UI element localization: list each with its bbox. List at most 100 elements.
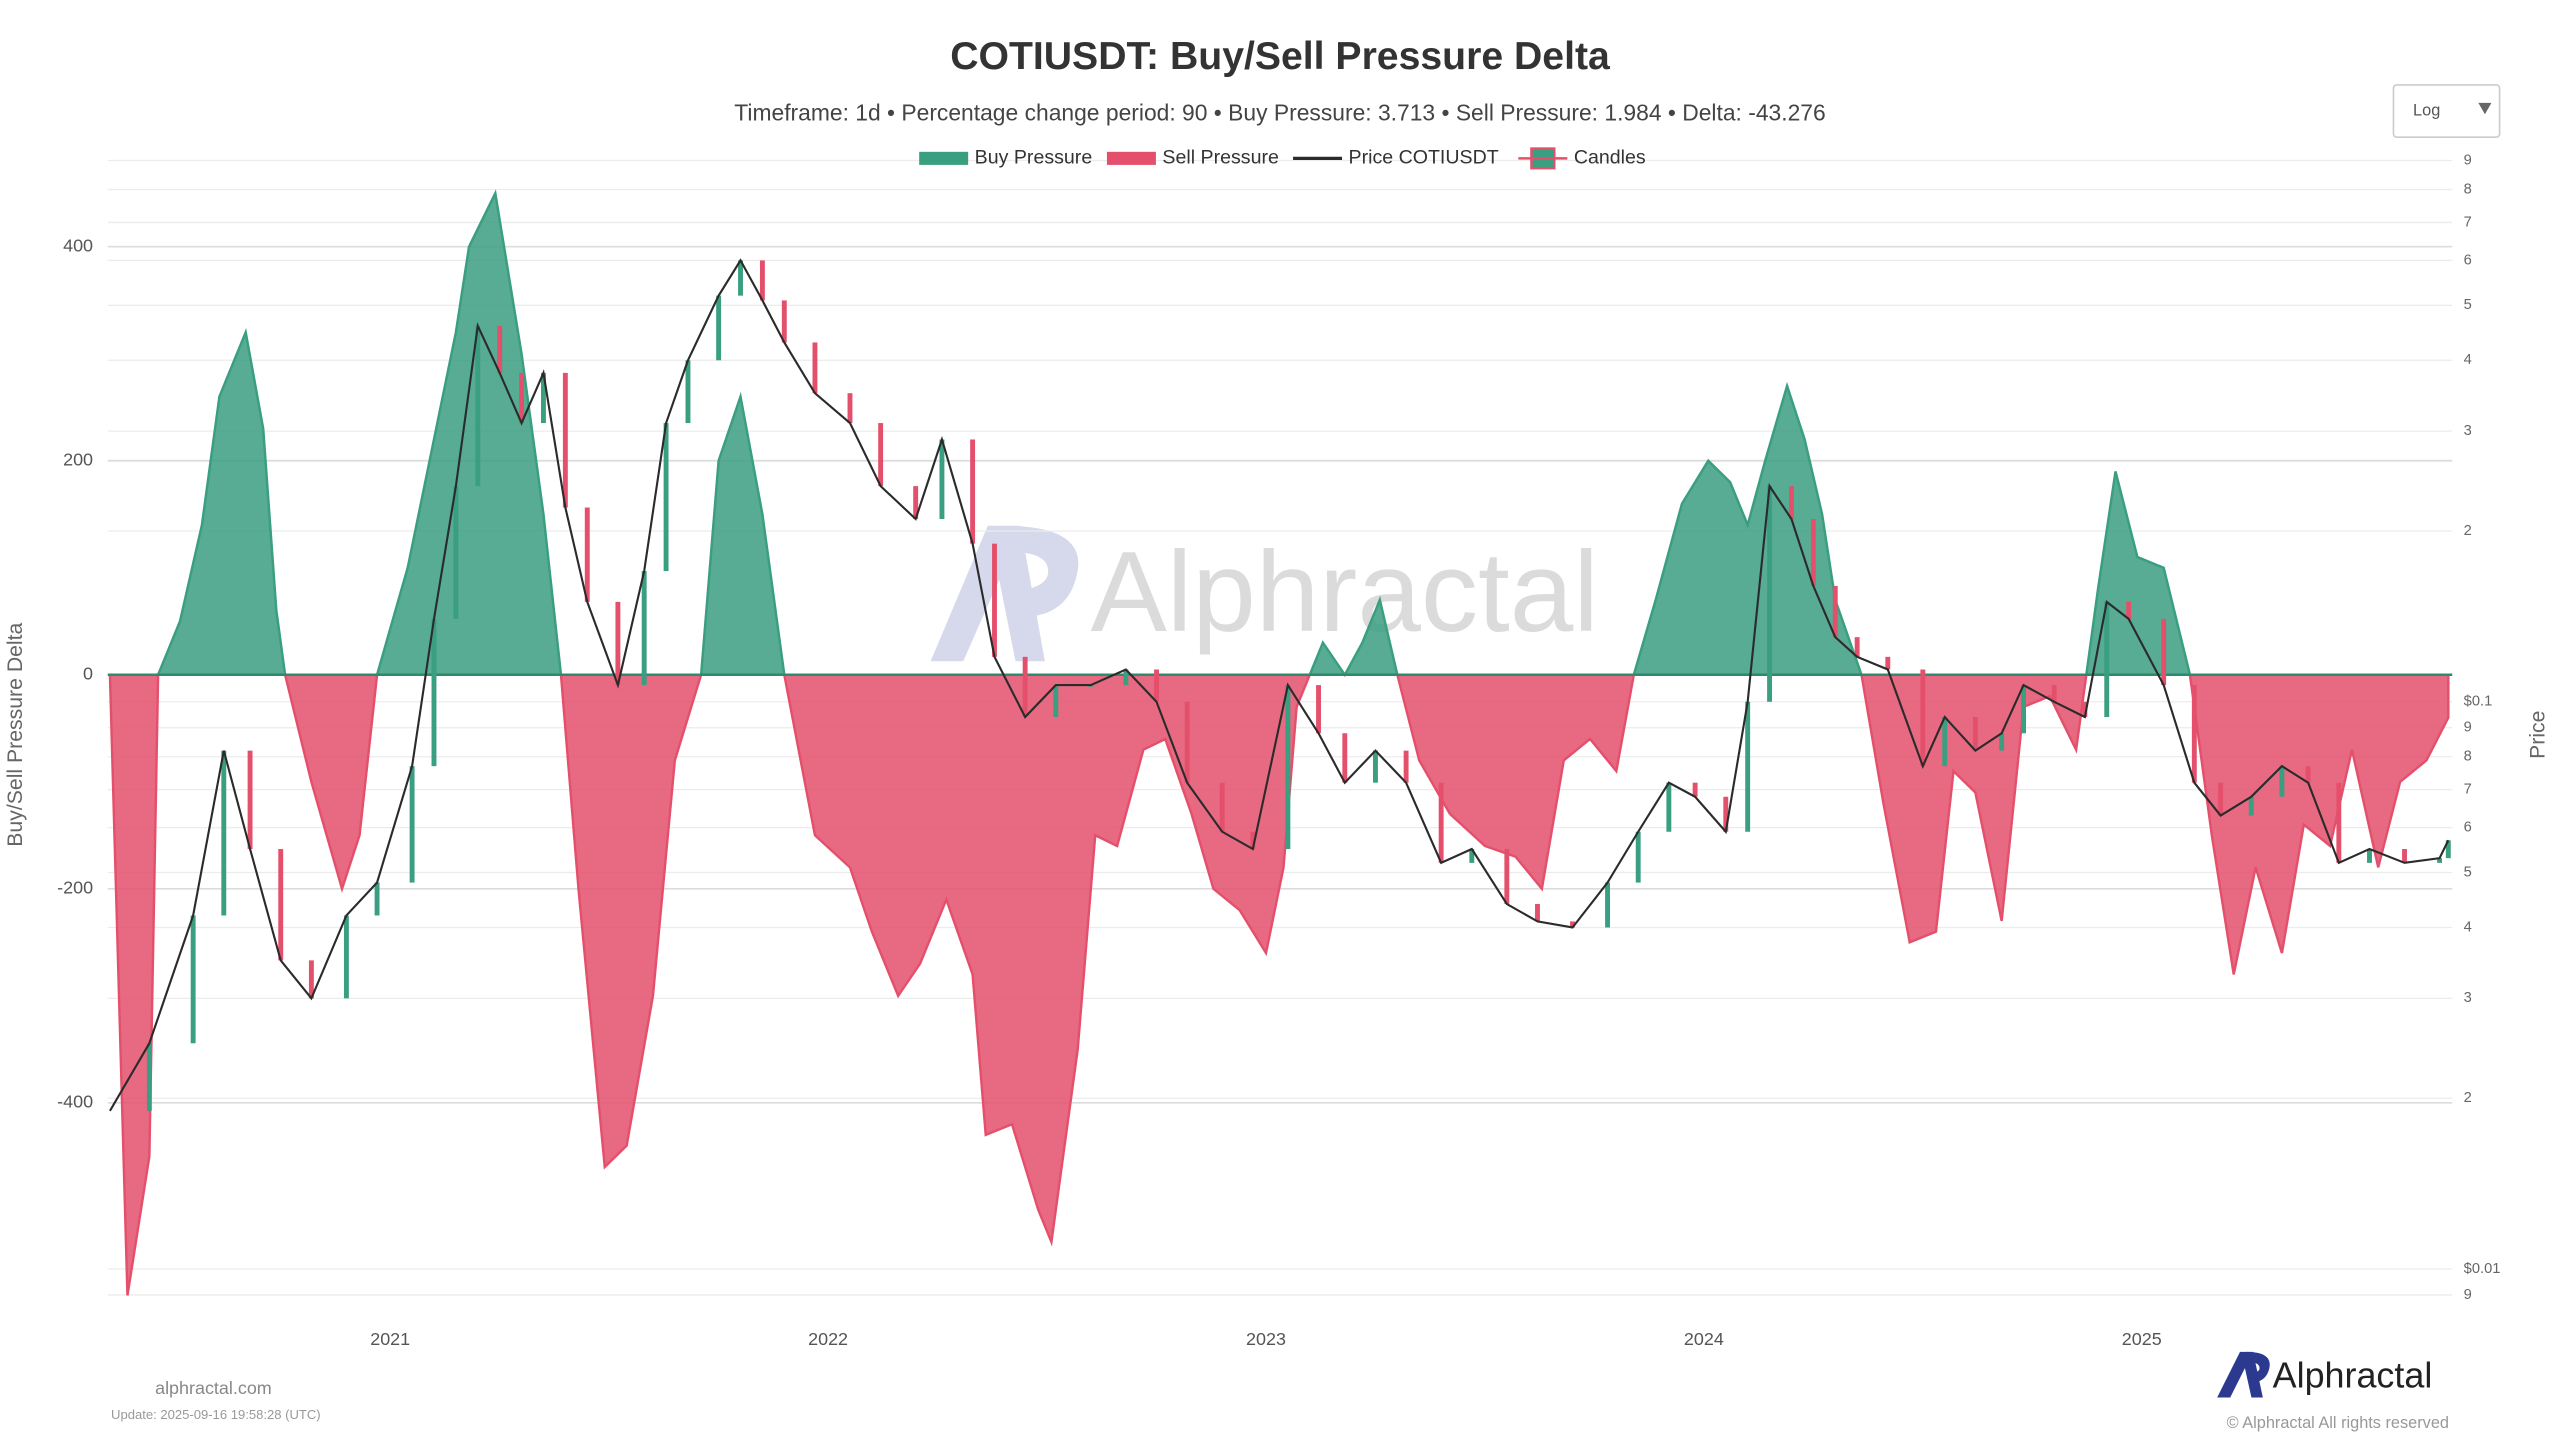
- candle: [1285, 685, 1291, 850]
- price-line: [109, 258, 2450, 1112]
- legend-label: Buy Pressure: [975, 147, 1093, 169]
- candle: [475, 325, 481, 487]
- candle: [247, 750, 253, 850]
- watermark-logo: [1004, 525, 1079, 618]
- candle: [146, 1043, 152, 1111]
- legend-item: Candles: [1518, 147, 1646, 170]
- y2-tick-label: 3: [2464, 990, 2472, 1006]
- brand-name: Alphractal: [2273, 1354, 2433, 1395]
- candle: [2021, 685, 2026, 734]
- candle: [759, 260, 765, 301]
- buy-pressure-area: [108, 189, 2450, 675]
- candle: [2367, 849, 2372, 863]
- candle: [992, 543, 997, 657]
- candle: [343, 915, 349, 999]
- candle: [278, 849, 284, 961]
- candle: [1403, 750, 1409, 783]
- candle: [1570, 921, 1575, 928]
- candle: [584, 507, 590, 602]
- y2-tick-label: 8: [2464, 749, 2472, 765]
- candle: [2336, 782, 2342, 863]
- candle: [374, 882, 380, 916]
- candle: [1438, 782, 1444, 863]
- candle: [1154, 669, 1159, 702]
- candle: [812, 342, 818, 394]
- candle: [2082, 701, 2088, 718]
- y-tick-label: 0: [83, 664, 93, 684]
- candle: [970, 439, 976, 544]
- legend-label: Sell Pressure: [1162, 147, 1279, 169]
- candle: [1022, 656, 1028, 718]
- select-box[interactable]: [2392, 84, 2501, 138]
- candle: [2051, 685, 2057, 702]
- x-tick-label: 2025: [2122, 1329, 2162, 1349]
- candle: [1469, 849, 1475, 863]
- y2-tick-label: 3: [2464, 423, 2472, 439]
- candle: [781, 300, 787, 343]
- y-tick-label: 200: [63, 449, 93, 469]
- sell-pressure-area: [108, 674, 2450, 1296]
- select-label[interactable]: Log: [2413, 101, 2440, 119]
- candle: [2191, 685, 2197, 783]
- y-tick-label: -200: [57, 878, 93, 898]
- y2-tick-label: 4: [2464, 352, 2472, 368]
- candle: [1123, 669, 1129, 686]
- candle: [1373, 750, 1378, 783]
- watermark: Alphractal: [930, 525, 1599, 662]
- y2-tick-label: 6: [2464, 252, 2472, 268]
- legend-swatch: [919, 151, 969, 165]
- candle: [453, 486, 459, 619]
- y-tick-label: -400: [57, 1092, 93, 1112]
- candle: [1745, 701, 1751, 832]
- legend-item: Buy Pressure: [919, 147, 1092, 169]
- candle: [2279, 766, 2285, 797]
- brand-mark: [2244, 1351, 2270, 1383]
- candle: [1810, 518, 1816, 586]
- x-tick-label: 2022: [808, 1329, 848, 1349]
- chart-title: COTIUSDT: Buy/Sell Pressure Delta: [950, 35, 1611, 78]
- candle: [562, 372, 568, 508]
- y-axis-title: Buy/Sell Pressure Delta: [4, 622, 27, 846]
- y2-tick-label: $0.1: [2464, 694, 2493, 710]
- watermark-text: Alphractal: [1091, 529, 1599, 656]
- candle: [2437, 858, 2442, 863]
- candle: [1504, 849, 1510, 904]
- y2-axis-title: Price: [2526, 711, 2549, 759]
- legend-label: Price COTIUSDT: [1349, 147, 1499, 169]
- candle: [1885, 656, 1891, 670]
- candle: [847, 393, 853, 424]
- candle: [615, 601, 621, 686]
- candle: [2161, 618, 2167, 686]
- candle: [308, 960, 314, 999]
- candle: [2248, 796, 2254, 816]
- y2-tick-label: 6: [2464, 819, 2472, 835]
- copyright: © Alphractal All rights reserved: [2227, 1414, 2449, 1432]
- x-tick-label: 2023: [1246, 1329, 1286, 1349]
- y2-tick-label: 8: [2464, 181, 2472, 197]
- y2-tick-label: $0.01: [2464, 1261, 2501, 1277]
- select-arrow[interactable]: [2478, 102, 2492, 115]
- candle: [738, 260, 743, 296]
- candle: [497, 325, 503, 373]
- y2-tick-label: 5: [2464, 297, 2472, 313]
- candle: [1535, 903, 1540, 922]
- candle: [409, 766, 415, 883]
- y2-tick-label: 9: [2464, 720, 2472, 736]
- candle: [2445, 840, 2451, 859]
- candle: [878, 423, 884, 487]
- scale-select[interactable]: Log: [2392, 84, 2501, 138]
- brand-mark: [2217, 1351, 2263, 1398]
- candle: [913, 486, 919, 519]
- candle: [2305, 766, 2311, 783]
- candle: [1999, 733, 2005, 751]
- candle: [1692, 782, 1698, 797]
- site-link[interactable]: alphractal.com: [155, 1378, 272, 1398]
- y2-tick-label: 2: [2464, 1090, 2472, 1106]
- candle: [190, 915, 196, 1044]
- candle: [1972, 717, 1978, 751]
- legend-item: Price COTIUSDT: [1293, 147, 1499, 169]
- candle: [1342, 733, 1348, 783]
- candle: [221, 750, 227, 916]
- y2-tick-label: 2: [2464, 523, 2472, 539]
- candle: [1832, 585, 1838, 638]
